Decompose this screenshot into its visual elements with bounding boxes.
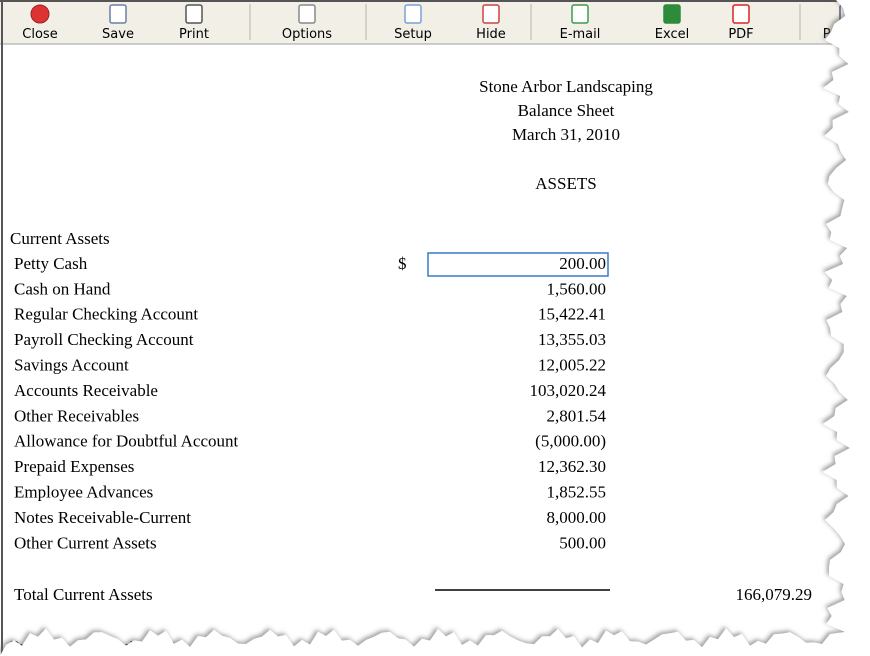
account-amount: 1,560.00 [547,279,607,298]
account-name: Cash on Hand [14,279,111,298]
button-label: PDF [728,27,753,42]
account-amount: 13,355.03 [538,330,606,349]
account-amount: 15,422.41 [538,305,606,324]
report-company: Stone Arbor Landscaping [479,77,653,96]
account-name: Employee Advances [14,483,153,502]
button-label: Close [22,27,57,42]
icon [299,5,315,23]
account-amount: 8,000.00 [547,508,607,527]
report-date: March 31, 2010 [512,125,620,144]
icon [110,5,126,23]
account-name: Allowance for Doubtful Account [14,432,239,451]
button-label: Hide [476,27,506,42]
account-name: Savings Account [14,356,129,375]
background [0,0,870,656]
account-amount: 2,801.54 [547,406,607,425]
group-heading: Current Assets [10,229,110,248]
button-label: Setup [394,27,432,42]
report-title: Balance Sheet [518,101,615,120]
icon [186,5,202,23]
account-amount: 12,005.22 [538,356,606,375]
button-label: Excel [655,27,689,42]
currency-sign: $ [398,254,407,273]
screen: Close Save Print Options Setup Hide E-mail Exce… [0,0,870,656]
account-name: Petty Cash [14,254,88,273]
account-name: Prepaid Expenses [14,457,134,476]
button-label: Options [282,27,332,42]
icon [572,5,588,23]
page: Close Save Print Options Setup Hide E-mail Exce… [0,0,870,656]
button-label: Print [179,27,209,42]
icon [733,5,749,23]
button-label: E-mail [560,27,601,42]
account-name: Payroll Checking Account [14,330,194,349]
icon [664,5,680,23]
button-label: Save [102,27,134,42]
account-name: Accounts Receivable [14,381,158,400]
section-heading: ASSETS [535,174,596,193]
account-name: Other Current Assets [14,533,157,552]
account-amount: 12,362.30 [538,457,606,476]
account-name: Other Receivables [14,406,139,425]
account-name: Regular Checking Account [14,305,198,324]
account-amount: 1,852.55 [547,483,607,502]
total-amount: 166,079.29 [736,585,813,604]
icon [405,5,421,23]
total-label: Total Current Assets [14,585,153,604]
icon [483,5,499,23]
icon [31,5,49,23]
account-amount: (5,000.00) [535,432,606,451]
account-amount: 200.00 [559,254,606,273]
account-amount: 103,020.24 [530,381,607,400]
account-amount: 500.00 [559,533,606,552]
account-name: Notes Receivable-Current [14,508,191,527]
